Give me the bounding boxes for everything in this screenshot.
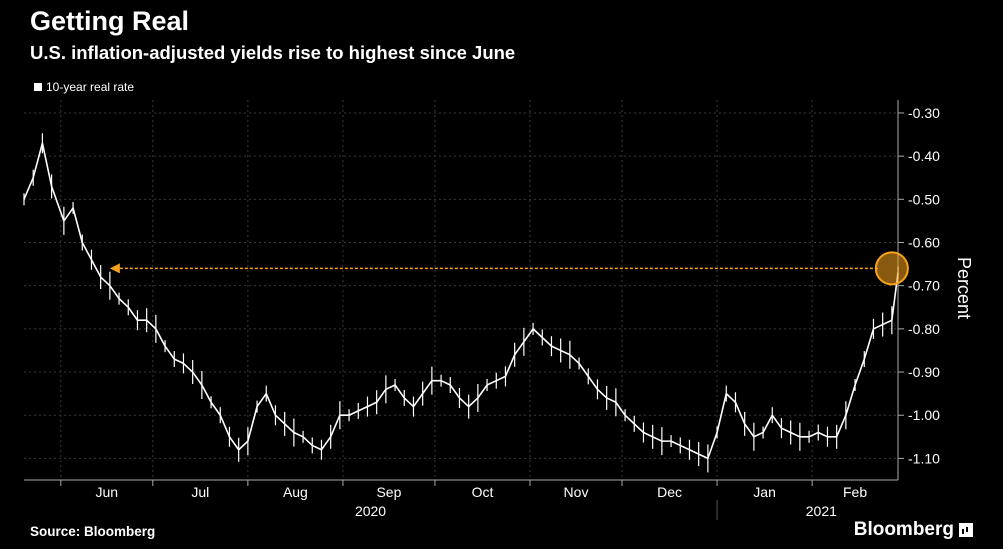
x-month-label: Sep (376, 484, 401, 500)
annotation-arrow-head (109, 263, 120, 274)
y-tick-label: -0.80 (908, 321, 940, 337)
legend-swatch (34, 83, 42, 91)
legend-label: 10-year real rate (46, 80, 135, 94)
x-year-label-2020: 2020 (355, 503, 386, 519)
series-line-10-year-real-rate (23, 142, 899, 460)
chart-subtitle: U.S. inflation-adjusted yields rise to h… (30, 42, 516, 63)
x-month-label: Dec (657, 484, 682, 500)
y-tick-label: -0.40 (908, 148, 940, 164)
annotation-highlight-circle (874, 251, 909, 286)
x-month-label: Nov (564, 484, 589, 500)
brand-name: Bloomberg (853, 519, 954, 540)
x-month-label: Jun (96, 484, 119, 500)
x-month-label: Feb (843, 484, 867, 500)
y-tick-label: -0.70 (908, 278, 940, 294)
x-year-label-2021: 2021 (806, 503, 837, 519)
brand-logo: Bloomberg (854, 519, 973, 541)
chart-title: Getting Real (30, 6, 190, 36)
y-tick-label: -0.90 (908, 364, 940, 380)
source-note: Source: Bloomberg (30, 524, 156, 539)
y-axis-title: Percent (954, 257, 974, 319)
y-tick-label: -0.60 (908, 235, 940, 251)
x-month-label: Oct (472, 484, 494, 500)
y-tick-label: -0.30 (908, 105, 940, 121)
bloomberg-terminal-icon (959, 523, 973, 537)
x-month-label: Jul (191, 484, 209, 500)
x-month-label: Jan (753, 484, 776, 500)
legend: 10-year real rate (34, 80, 134, 94)
x-month-label: Aug (283, 484, 308, 500)
y-tick-label: -0.50 (908, 191, 940, 207)
y-tick-label: -1.00 (908, 407, 940, 423)
y-tick-label: -1.10 (908, 450, 940, 466)
